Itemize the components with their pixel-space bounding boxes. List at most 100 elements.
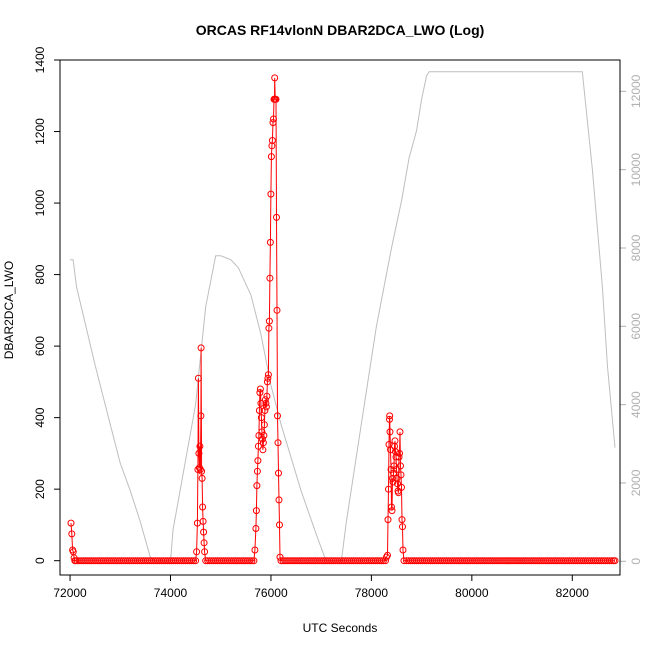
data-point — [397, 462, 404, 470]
data-point — [608, 557, 615, 565]
data-point — [268, 137, 276, 144]
data-point — [386, 415, 393, 423]
data-point — [399, 546, 407, 554]
data-point — [253, 482, 261, 490]
data-point — [386, 412, 394, 420]
y-tick-label: 800 — [33, 264, 47, 284]
plot-area-frame — [59, 59, 621, 576]
data-point — [256, 389, 264, 397]
data-point — [257, 399, 265, 407]
x-tick-label: 80000 — [455, 586, 489, 600]
data-point — [262, 399, 270, 407]
data-point — [377, 557, 385, 565]
data-point — [275, 469, 282, 477]
data-point — [272, 95, 280, 103]
data-point — [271, 74, 279, 82]
data-point — [195, 449, 203, 457]
data-point — [391, 442, 398, 450]
data-point — [258, 428, 266, 436]
data-point — [252, 507, 260, 515]
data-point — [261, 407, 269, 414]
data-point — [388, 503, 395, 511]
data-point — [254, 442, 262, 450]
data-point — [190, 557, 198, 565]
data-point — [196, 442, 204, 450]
data-point — [194, 374, 202, 382]
altitude-line — [70, 71, 616, 562]
data-point — [198, 467, 206, 475]
y2-tick-label: 4000 — [629, 391, 643, 418]
y2-tick-label: 10000 — [629, 153, 643, 187]
data-point — [196, 466, 204, 473]
data-point — [399, 523, 406, 531]
data-point — [386, 428, 394, 436]
data-point — [198, 474, 206, 482]
data-point — [68, 530, 76, 538]
data-point — [275, 496, 283, 504]
data-point — [268, 142, 276, 150]
y-tick-label: 0 — [33, 557, 47, 564]
x-axis-label: UTC Seconds — [303, 621, 378, 635]
y-tick-label: 1000 — [33, 189, 47, 216]
data-point — [254, 457, 262, 465]
x-axis: 72000 74000 76000 78000 80000 82000 — [53, 575, 589, 600]
y-tick-label: 1200 — [33, 118, 47, 145]
data-point — [262, 403, 270, 411]
data-point — [266, 274, 274, 282]
data-point — [259, 439, 267, 447]
data-point — [273, 306, 281, 314]
data-point — [67, 519, 75, 527]
y-tick-label: 400 — [33, 407, 47, 427]
x-tick-label: 76000 — [254, 586, 288, 600]
data-point — [393, 474, 401, 482]
data-point — [265, 324, 273, 332]
data-point — [388, 507, 396, 515]
x-tick-label: 78000 — [355, 586, 389, 600]
data-point — [263, 392, 271, 400]
data-point — [269, 119, 277, 127]
data-point — [263, 378, 271, 386]
y2-tick-label: 2000 — [629, 469, 643, 496]
data-point — [199, 517, 207, 525]
data-point — [395, 453, 403, 461]
y-tick-label: 200 — [33, 479, 47, 499]
data-point — [267, 153, 275, 161]
data-point — [400, 557, 408, 565]
data-point — [264, 371, 272, 379]
data-point — [188, 557, 196, 565]
data-point — [397, 471, 405, 479]
series-line — [70, 77, 615, 562]
data-point — [396, 449, 403, 457]
y2-tick-label: 12000 — [629, 74, 643, 108]
data-point — [266, 238, 274, 246]
data-point — [264, 374, 272, 382]
data-point — [389, 474, 396, 482]
y2-tick-label: 0 — [629, 558, 643, 565]
data-point — [200, 528, 208, 536]
y-axis-right: 0 2000 4000 6000 8000 10000 12000 — [620, 74, 643, 565]
data-point — [384, 551, 391, 559]
dbar2dca-series — [67, 74, 619, 565]
data-point — [385, 485, 392, 493]
data-point — [392, 453, 400, 461]
data-point — [253, 467, 261, 475]
data-point — [248, 557, 256, 565]
data-point — [394, 480, 401, 488]
data-point — [201, 548, 209, 556]
y2-tick-label: 8000 — [629, 234, 643, 261]
y2-tick-label: 6000 — [629, 313, 643, 340]
data-point — [392, 448, 399, 456]
data-point — [265, 317, 273, 325]
y-tick-label: 1400 — [33, 46, 47, 73]
data-point — [193, 548, 201, 556]
data-point — [389, 478, 397, 486]
data-point — [391, 437, 399, 445]
data-point — [250, 557, 258, 565]
data-point — [274, 439, 282, 447]
data-point — [260, 421, 268, 429]
x-tick-label: 72000 — [53, 586, 87, 600]
y-axis-label: DBAR2DCA_LWO — [2, 261, 16, 359]
data-point — [256, 385, 264, 393]
data-point — [246, 557, 254, 565]
data-point — [259, 446, 267, 454]
